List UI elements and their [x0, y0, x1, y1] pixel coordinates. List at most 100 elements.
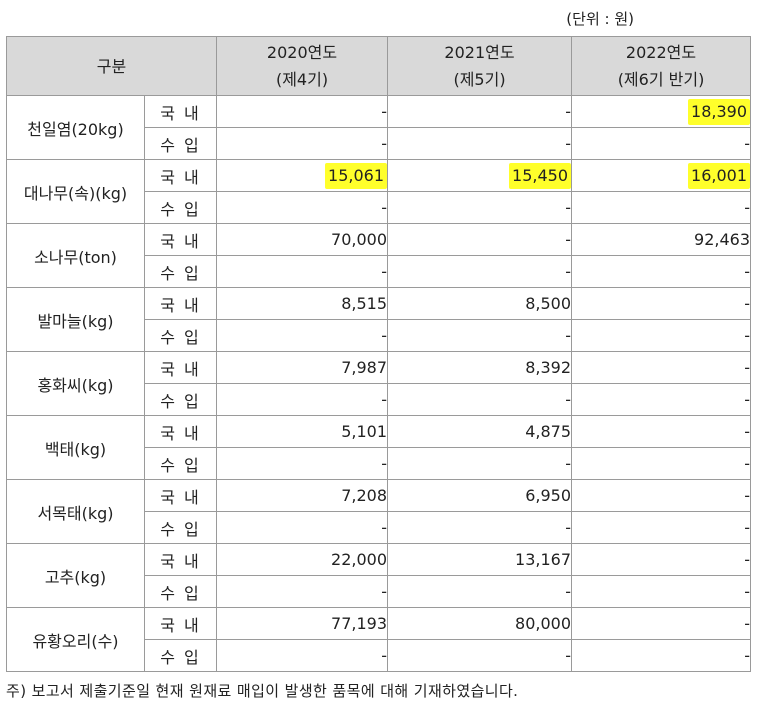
price-cell: -: [216, 191, 389, 224]
price-value: -: [565, 582, 572, 601]
header-year-2021: 2021연도 (제5기): [387, 36, 573, 96]
raw-material-price-table: 구분 2020연도 (제4기) 2021연도 (제5기) 2022연도 (제6기…: [5, 36, 752, 672]
price-value: 6,950: [525, 486, 572, 505]
price-cell: -: [216, 383, 389, 416]
price-cell: 92,463: [571, 223, 752, 256]
kind-domestic: 국 내: [143, 415, 218, 448]
footnote: 주) 보고서 제출기준일 현재 원재료 매입이 발생한 품목에 대해 기재하였습…: [6, 682, 519, 700]
price-value: -: [744, 518, 751, 537]
price-cell: 15,450: [387, 159, 573, 192]
kind-domestic: 국 내: [143, 95, 218, 128]
price-cell: 80,000: [387, 607, 573, 640]
price-value: -: [381, 582, 388, 601]
price-value: -: [381, 646, 388, 665]
price-cell: 15,061: [216, 159, 389, 192]
price-cell: -: [387, 255, 573, 288]
price-value: -: [744, 646, 751, 665]
price-cell: -: [571, 639, 752, 672]
table-row: 백태(kg) 국 내 5,101 4,875 -: [6, 415, 752, 480]
table-row: 소나무(ton) 국 내 70,000 - 92,463: [6, 223, 752, 288]
price-value: -: [565, 230, 572, 249]
price-cell: 13,167: [387, 543, 573, 576]
kind-import: 수 입: [143, 191, 218, 224]
price-value: 80,000: [515, 614, 572, 633]
table-row: 유황오리(수) 국 내 77,193 80,000 -: [6, 607, 752, 672]
table-row: 발마늘(kg) 국 내 8,515 8,500 -: [6, 287, 752, 352]
price-value: 7,987: [341, 358, 388, 377]
price-value: -: [744, 294, 751, 313]
price-cell: -: [571, 479, 752, 512]
price-value: -: [744, 486, 751, 505]
price-cell: 7,208: [216, 479, 389, 512]
price-value: -: [744, 582, 751, 601]
price-cell: -: [387, 511, 573, 544]
price-value: -: [744, 134, 751, 153]
kind-domestic: 국 내: [143, 607, 218, 640]
price-value: -: [744, 262, 751, 281]
price-cell: 8,392: [387, 351, 573, 384]
price-cell: 18,390: [571, 95, 752, 128]
price-value: -: [565, 102, 572, 121]
kind-import: 수 입: [143, 383, 218, 416]
header-year-2020: 2020연도 (제4기): [216, 36, 389, 96]
price-value: 15,450: [509, 163, 572, 189]
price-cell: -: [571, 287, 752, 320]
header-row: 구분 2020연도 (제4기) 2021연도 (제5기) 2022연도 (제6기…: [5, 36, 752, 96]
table-row: 수 입---: [7, 319, 752, 352]
kind-import: 수 입: [143, 511, 218, 544]
price-cell: -: [216, 127, 389, 160]
price-cell: -: [387, 575, 573, 608]
price-cell: -: [387, 95, 573, 128]
header-year-label: 2022연도: [625, 43, 697, 62]
price-cell: -: [216, 95, 389, 128]
kind-domestic: 국 내: [143, 287, 218, 320]
header-category: 구분: [5, 36, 218, 96]
price-value: 8,392: [525, 358, 572, 377]
price-value: 4,875: [525, 422, 572, 441]
price-cell: 16,001: [571, 159, 752, 192]
price-cell: 6,950: [387, 479, 573, 512]
table-row: 서목태(kg) 국 내 7,208 6,950 -: [6, 479, 752, 544]
price-value: 16,001: [688, 163, 751, 189]
price-value: -: [565, 198, 572, 217]
unit-label: (단위 : 원): [566, 10, 634, 28]
price-value: -: [744, 422, 751, 441]
price-value: 70,000: [331, 230, 388, 249]
price-value: -: [565, 518, 572, 537]
price-cell: -: [387, 447, 573, 480]
price-value: -: [381, 454, 388, 473]
price-cell: -: [216, 511, 389, 544]
price-cell: -: [216, 447, 389, 480]
kind-import: 수 입: [143, 639, 218, 672]
price-value: 8,500: [525, 294, 572, 313]
price-cell: -: [571, 319, 752, 352]
kind-import: 수 입: [143, 319, 218, 352]
item-name: 발마늘(kg): [6, 287, 145, 352]
kind-import: 수 입: [143, 255, 218, 288]
item-name: 홍화씨(kg): [6, 351, 145, 416]
price-value: -: [565, 646, 572, 665]
table-row: 천일염(20kg) 국 내 - - 18,390: [6, 95, 752, 160]
price-cell: 70,000: [216, 223, 389, 256]
price-value: -: [744, 550, 751, 569]
price-cell: -: [387, 319, 573, 352]
price-cell: -: [387, 383, 573, 416]
table-row: 수 입---: [7, 383, 752, 416]
price-cell: -: [216, 575, 389, 608]
price-value: -: [565, 390, 572, 409]
table-row: 수 입---: [7, 447, 752, 480]
item-name: 대나무(속)(kg): [6, 159, 145, 224]
table-row: 수 입---: [7, 639, 752, 672]
price-value: -: [744, 358, 751, 377]
header-period-label: (제5기): [453, 70, 506, 89]
price-cell: 8,500: [387, 287, 573, 320]
item-name: 유황오리(수): [6, 607, 145, 672]
price-value: -: [565, 326, 572, 345]
price-value: -: [381, 326, 388, 345]
price-cell: -: [571, 575, 752, 608]
price-cell: -: [216, 319, 389, 352]
price-value: 18,390: [688, 99, 751, 125]
price-cell: -: [387, 223, 573, 256]
header-period-label: (제6기 반기): [617, 70, 705, 89]
price-value: -: [744, 198, 751, 217]
